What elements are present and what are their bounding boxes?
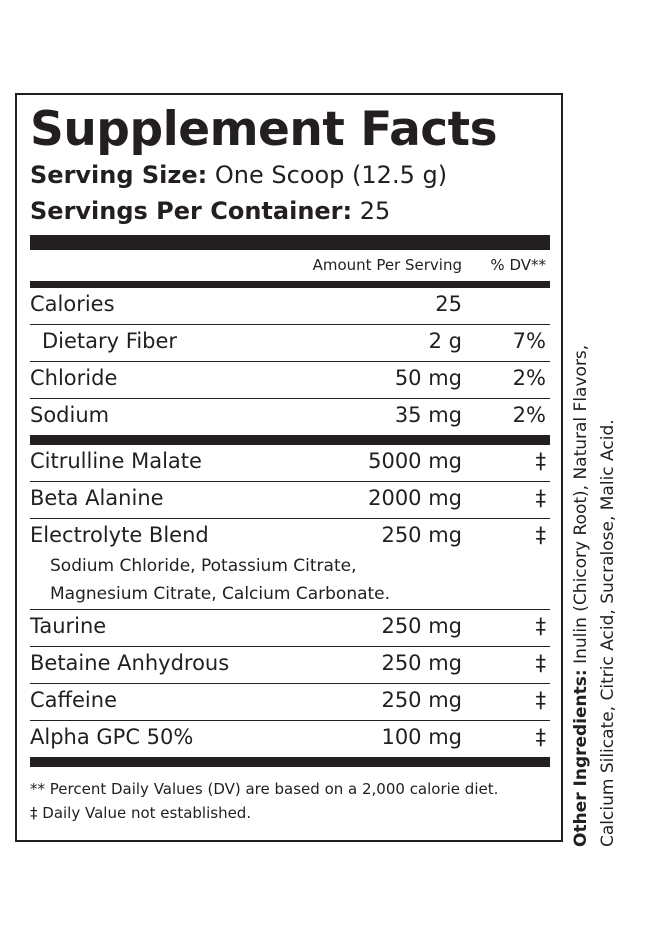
other-ingredients-rotated: Other Ingredients: Inulin (Chicory Root)…: [568, 287, 638, 847]
servings-per-container-line: Servings Per Container: 25: [30, 193, 550, 229]
ingredient-dv: ‡: [535, 725, 547, 749]
panel-content: Supplement Facts Serving Size: One Scoop…: [30, 103, 550, 825]
ingredient-amount: 100 mg: [381, 725, 462, 749]
ingredient-row-betaine-anhydrous: Betaine Anhydrous 250 mg ‡: [30, 647, 550, 684]
ingredient-name: Beta Alanine: [30, 486, 164, 510]
dagger-footnote: ‡ Daily Value not established.: [30, 804, 252, 822]
ingredient-row-beta-alanine: Beta Alanine 2000 mg ‡: [30, 482, 550, 519]
nutrient-row-calories: Calories 25: [30, 288, 550, 325]
ingredient-amount: 250 mg: [381, 651, 462, 675]
nutrient-amount: 2 g: [428, 329, 462, 353]
nutrient-name: Chloride: [30, 366, 118, 390]
ingredient-amount: 250 mg: [381, 688, 462, 712]
ingredient-dv: ‡: [535, 449, 547, 473]
daily-value-header: % DV**: [490, 256, 546, 274]
ingredient-row-electrolyte-blend: Electrolyte Blend 250 mg ‡ Sodium Chlori…: [30, 519, 550, 610]
nutrient-row-chloride: Chloride 50 mg 2%: [30, 362, 550, 399]
blend-components-line-2: Magnesium Citrate, Calcium Carbonate.: [50, 584, 391, 604]
ingredient-dv: ‡: [535, 688, 547, 712]
supplement-facts-panel: Supplement Facts Serving Size: One Scoop…: [15, 93, 563, 842]
nutrient-dv: 2%: [512, 403, 546, 427]
other-ingredients-line-2: Calcium Silicate, Citric Acid, Sucralose…: [598, 419, 618, 847]
nutrient-dv: 7%: [512, 329, 546, 353]
heavy-divider: [30, 435, 550, 445]
nutrient-name: Dietary Fiber: [42, 329, 178, 353]
ingredient-name: Citrulline Malate: [30, 449, 202, 473]
nutrient-name: Calories: [30, 292, 115, 316]
nutrient-amount: 50 mg: [394, 366, 462, 390]
footnotes: ** Percent Daily Values (DV) are based o…: [30, 777, 550, 825]
blend-components-line-1: Sodium Chloride, Potassium Citrate,: [50, 556, 357, 576]
ingredient-amount: 2000 mg: [368, 486, 462, 510]
panel-title: Supplement Facts: [30, 102, 498, 157]
serving-size-label: Serving Size:: [30, 161, 208, 189]
bottom-divider: [30, 757, 550, 767]
ingredient-row-caffeine: Caffeine 250 mg ‡: [30, 684, 550, 721]
other-ingredients-label: Other Ingredients:: [571, 669, 591, 847]
ingredient-name: Alpha GPC 50%: [30, 725, 194, 749]
ingredient-row-alpha-gpc: Alpha GPC 50% 100 mg ‡: [30, 721, 550, 757]
amount-per-serving-header: Amount Per Serving: [312, 256, 462, 274]
other-ingredients-text-1: Inulin (Chicory Root), Natural Flavors,: [571, 344, 591, 670]
servings-per-container-label: Servings Per Container:: [30, 197, 353, 225]
ingredient-amount: 250 mg: [381, 614, 462, 638]
column-header-row: Amount Per Serving % DV**: [30, 250, 550, 281]
nutrient-amount: 35 mg: [394, 403, 462, 427]
nutrient-name: Sodium: [30, 403, 110, 427]
ingredient-name: Taurine: [30, 614, 107, 638]
ingredient-amount: 250 mg: [381, 523, 462, 547]
servings-per-container-value: 25: [359, 197, 391, 225]
ingredient-amount: 5000 mg: [368, 449, 462, 473]
nutrient-row-dietary-fiber: Dietary Fiber 2 g 7%: [30, 325, 550, 362]
serving-size-line: Serving Size: One Scoop (12.5 g): [30, 157, 550, 193]
medium-divider: [30, 281, 550, 288]
nutrient-dv: 2%: [512, 366, 546, 390]
serving-size-value: One Scoop (12.5 g): [214, 161, 448, 189]
ingredient-name: Caffeine: [30, 688, 117, 712]
thick-divider: [30, 235, 550, 250]
other-ingredients-line-1: Other Ingredients: Inulin (Chicory Root)…: [568, 287, 595, 847]
ingredient-name: Electrolyte Blend: [30, 523, 209, 547]
ingredient-row-citrulline-malate: Citrulline Malate 5000 mg ‡: [30, 445, 550, 482]
ingredient-row-taurine: Taurine 250 mg ‡: [30, 610, 550, 647]
nutrient-row-sodium: Sodium 35 mg 2%: [30, 399, 550, 435]
ingredient-name: Betaine Anhydrous: [30, 651, 230, 675]
ingredient-dv: ‡: [535, 651, 547, 675]
ingredient-dv: ‡: [535, 614, 547, 638]
dv-footnote: ** Percent Daily Values (DV) are based o…: [30, 780, 499, 798]
nutrient-amount: 25: [435, 292, 462, 316]
ingredient-dv: ‡: [535, 523, 547, 547]
ingredient-dv: ‡: [535, 486, 547, 510]
